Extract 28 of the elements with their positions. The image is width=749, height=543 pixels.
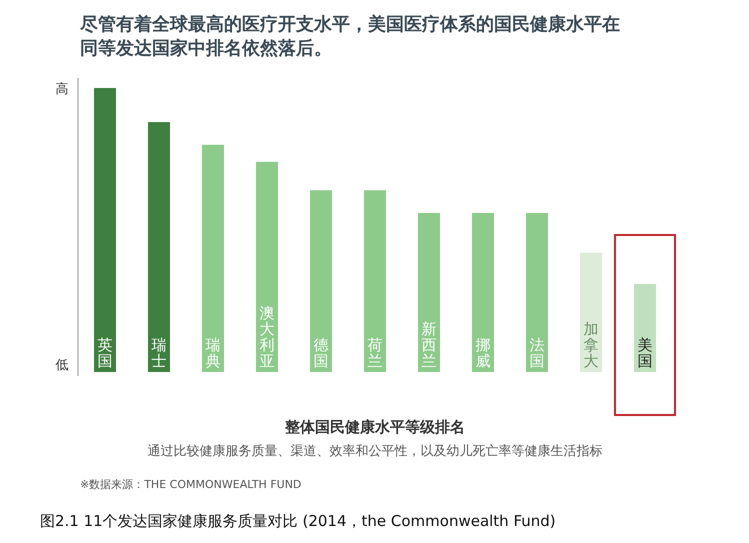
x-tick-label: 挪威 xyxy=(476,336,490,370)
x-tick-label: 瑞士 xyxy=(152,336,166,370)
x-tick-label: 美国 xyxy=(638,336,652,370)
x-tick-label: 加拿大 xyxy=(584,320,598,370)
bar xyxy=(364,190,386,372)
x-tick-label: 德国 xyxy=(314,336,328,370)
bar xyxy=(202,144,224,372)
x-tick-label: 澳大利亚 xyxy=(260,304,274,370)
x-axis-title: 整体国民健康水平等级排名 xyxy=(284,418,465,436)
x-tick-label: 荷兰 xyxy=(368,336,382,370)
x-tick-label: 英国 xyxy=(98,336,112,370)
text: 通过比较健康服务质量、渠道、效率和公平性，以及幼儿死亡率等健康生活指标 xyxy=(148,443,602,459)
bar xyxy=(310,190,332,372)
text: ※数据来源：THE COMMONWEALTH FUND xyxy=(80,478,302,491)
chart-title: 尽管有着全球最高的医疗开支水平，美国医疗体系的国民健康水平在同等发达国家中排名依然落后。 xyxy=(79,14,620,59)
bar xyxy=(148,122,170,372)
bar xyxy=(94,88,116,372)
text: 低 xyxy=(56,358,68,373)
bar xyxy=(256,162,278,372)
caption: 图2.1 11个发达国家健康服务质量对比 (2014，the Commonwealth Fund) xyxy=(40,512,556,530)
bar xyxy=(472,212,494,372)
bar xyxy=(526,212,548,372)
text: 高 xyxy=(56,81,68,97)
bar xyxy=(580,252,602,372)
x-tick-label: 法国 xyxy=(530,336,544,370)
x-tick-label: 新西兰 xyxy=(422,320,436,370)
bar xyxy=(418,212,440,372)
x-tick-label: 瑞典 xyxy=(206,336,220,370)
